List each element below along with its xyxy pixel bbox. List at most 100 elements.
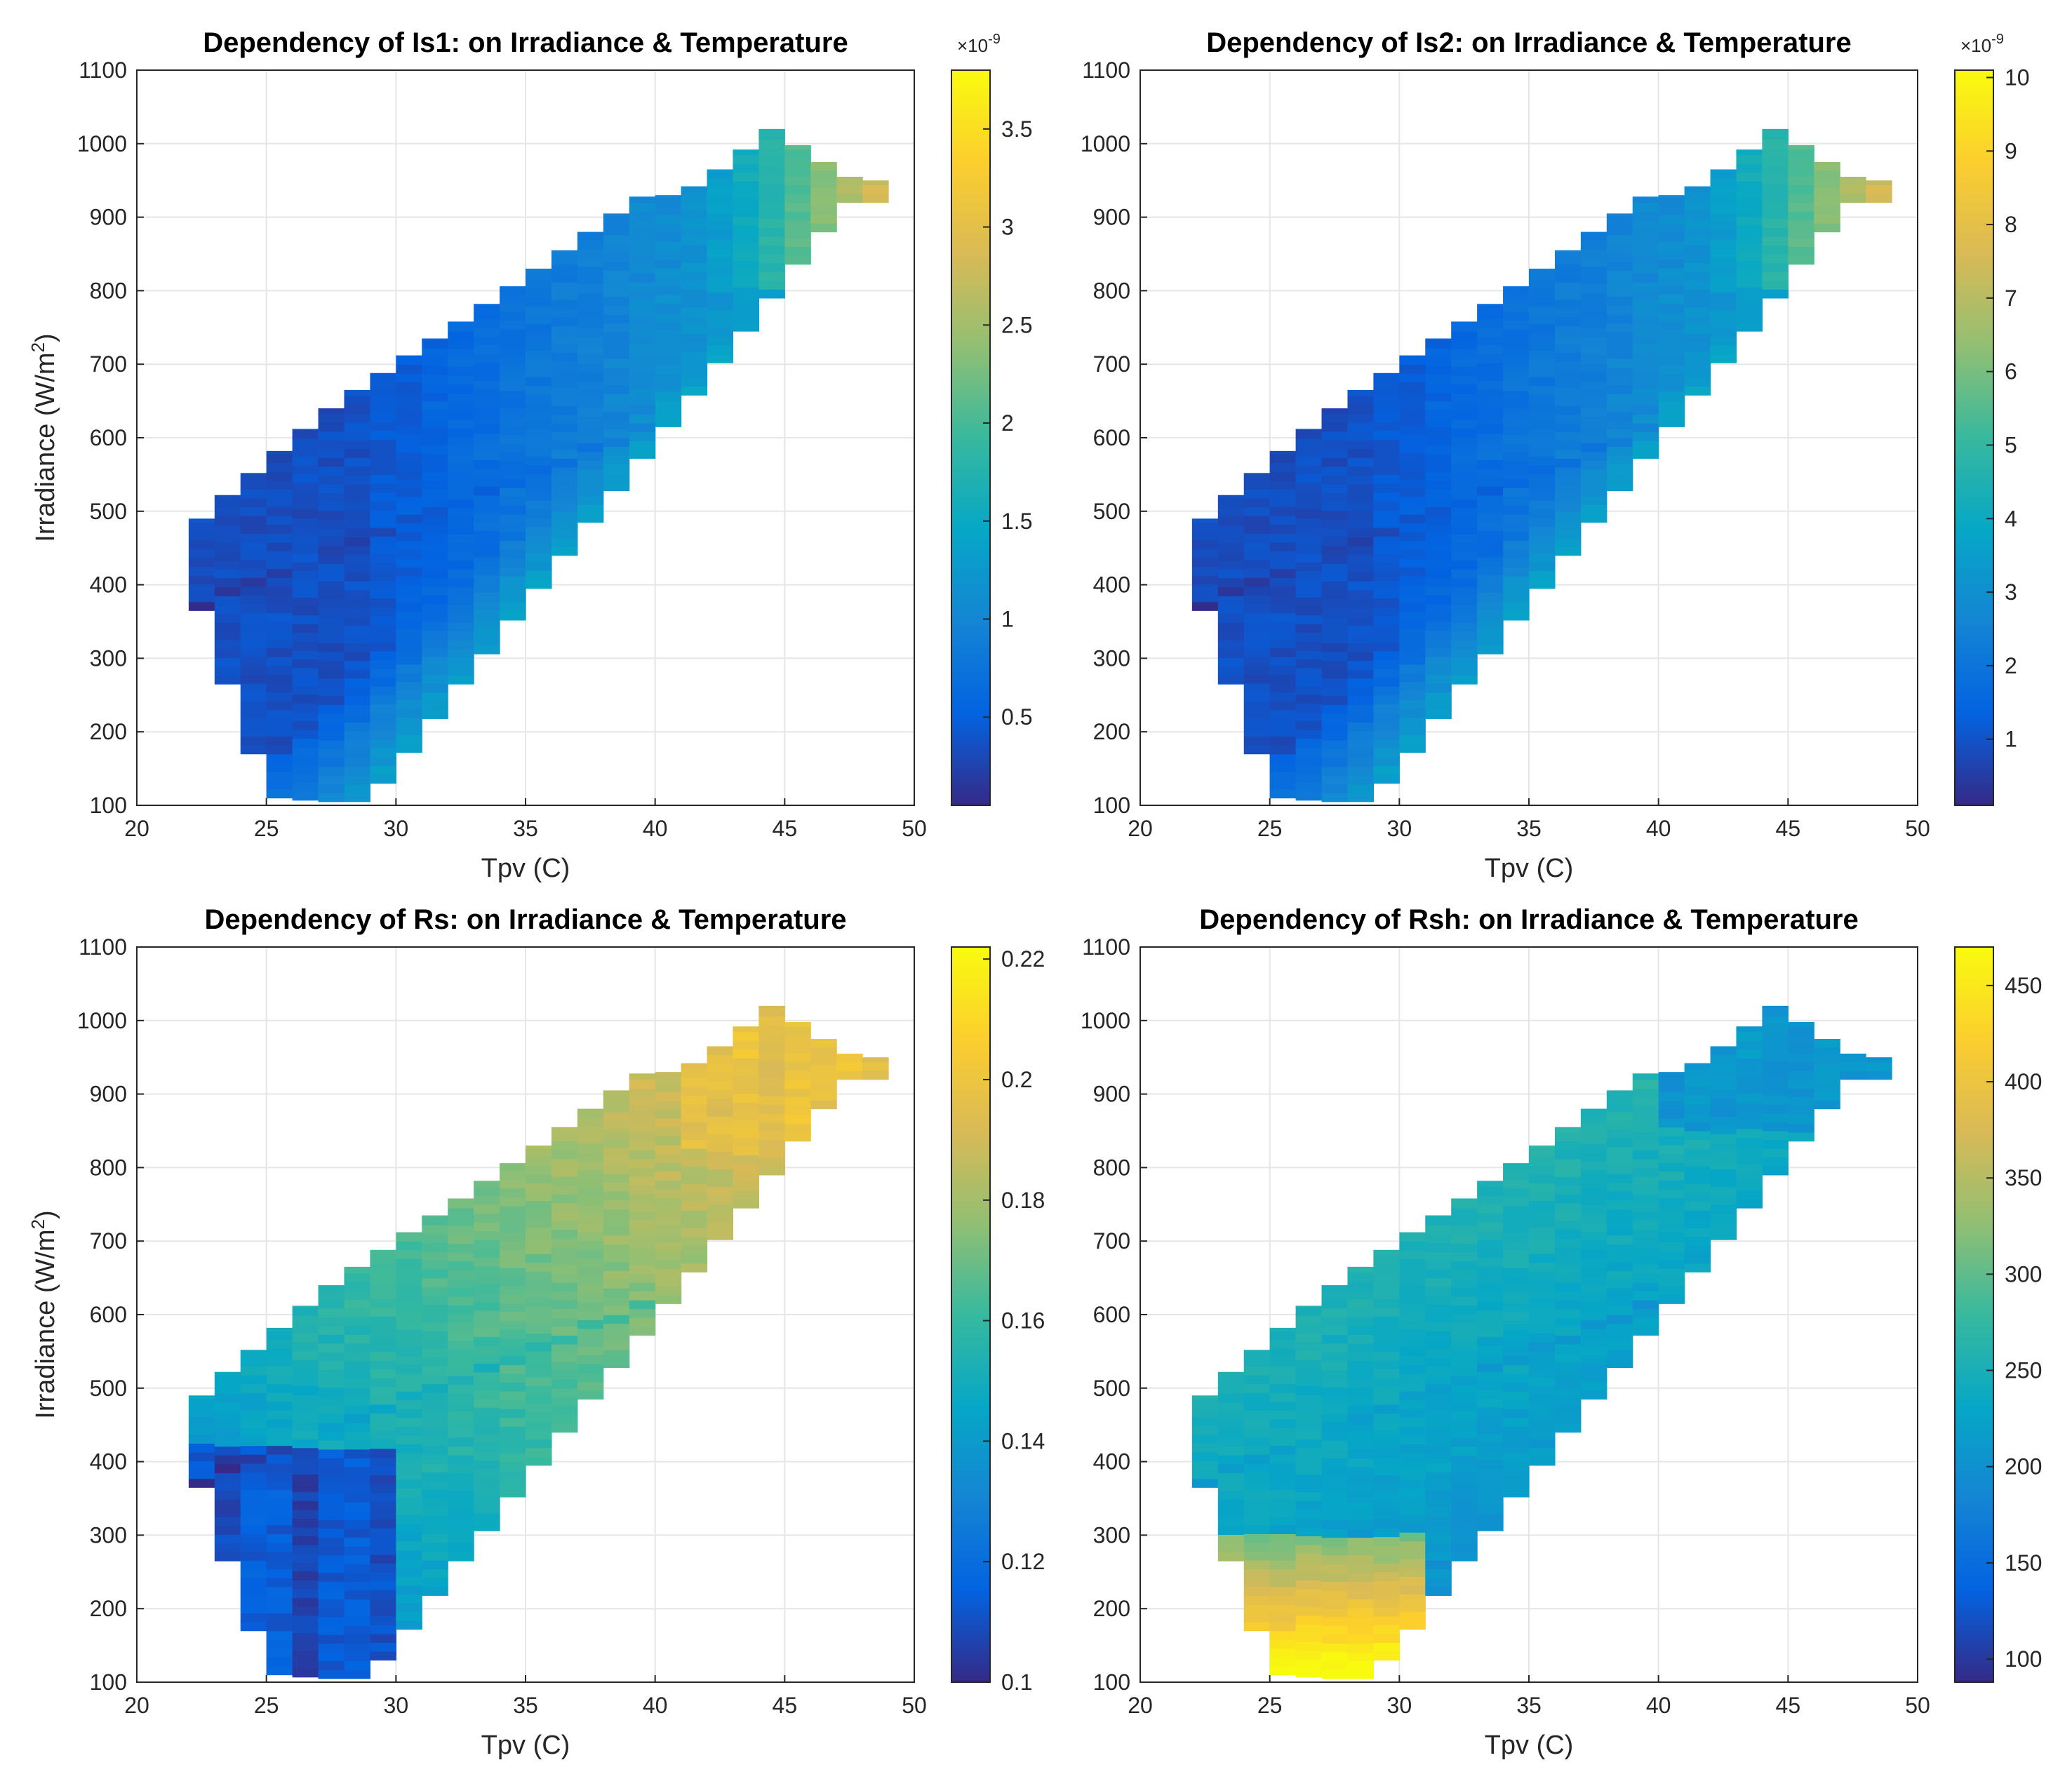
heatmap-cell — [1503, 1329, 1530, 1339]
heatmap-cell — [733, 1110, 759, 1120]
heatmap-cell — [240, 736, 267, 746]
heatmap-cell — [1580, 328, 1608, 338]
heatmap-cell — [422, 445, 448, 455]
heatmap-cell — [758, 1051, 785, 1061]
heatmap-cell — [292, 632, 319, 642]
heatmap-cell — [1762, 218, 1789, 228]
colorbar: 0.511.522.533.5×10-9 — [951, 32, 1032, 806]
heatmap-cell — [1243, 1392, 1271, 1402]
heatmap-cell — [1658, 286, 1685, 295]
heatmap-cell — [240, 1604, 267, 1614]
heatmap-cell — [1399, 1355, 1426, 1365]
heatmap-cell — [1684, 1077, 1711, 1087]
heatmap-cell — [655, 197, 682, 207]
heatmap-cell — [551, 1132, 578, 1142]
heatmap-cell — [1606, 1235, 1633, 1244]
heatmap-cell — [1373, 1351, 1400, 1361]
heatmap-cell — [422, 1428, 448, 1437]
heatmap-cell — [707, 1204, 734, 1214]
heatmap-cell — [1399, 364, 1426, 374]
heatmap-cell — [1451, 1305, 1478, 1315]
heatmap-cell — [526, 1227, 552, 1237]
heatmap-cell — [1295, 605, 1323, 616]
heatmap-cell — [1191, 1408, 1219, 1418]
heatmap-cell — [1269, 1392, 1297, 1402]
heatmap-cell — [266, 674, 293, 684]
heatmap-cell — [1554, 1256, 1582, 1265]
heatmap-cell — [396, 584, 422, 594]
heatmap-cell — [344, 1458, 370, 1468]
heatmap-cell — [1321, 793, 1349, 803]
heatmap-cell — [1269, 462, 1297, 472]
heatmap-cell — [1217, 542, 1245, 553]
heatmap-cell — [1399, 1540, 1426, 1550]
heatmap-cell — [784, 202, 811, 212]
heatmap-cell — [810, 1039, 837, 1048]
heatmap-cell — [240, 1418, 267, 1428]
heatmap-cell — [526, 1324, 552, 1334]
heatmap-cell — [1425, 1586, 1452, 1596]
heatmap-cell — [1632, 1229, 1659, 1239]
heatmap-cell — [292, 456, 319, 466]
heatmap-cell — [707, 1142, 734, 1152]
heatmap-cell — [603, 411, 630, 421]
heatmap-cell — [1606, 394, 1633, 403]
heatmap-cell — [344, 1266, 370, 1273]
heatmap-cell — [1606, 217, 1633, 227]
heatmap-cell — [551, 485, 578, 495]
heatmap-cell — [1632, 1158, 1659, 1168]
heatmap-cell — [707, 248, 734, 257]
heatmap-cell — [603, 1138, 630, 1148]
heatmap-cell — [1814, 187, 1840, 197]
heatmap-cell — [1736, 1102, 1763, 1112]
heatmap-cell — [318, 1581, 345, 1591]
y-tick-label: 1000 — [1081, 1008, 1130, 1033]
heatmap-cell — [240, 1533, 267, 1543]
heatmap-cell — [1347, 448, 1374, 458]
heatmap-cell — [396, 1602, 422, 1612]
heatmap-cell — [1217, 1463, 1245, 1473]
heatmap-cell — [577, 1179, 604, 1188]
heatmap-cell — [758, 1016, 785, 1026]
heatmap-cell — [474, 610, 500, 619]
heatmap-cell — [577, 1372, 604, 1382]
heatmap-cell — [1477, 1381, 1504, 1390]
heatmap-cell — [292, 570, 319, 580]
heatmap-cell — [1399, 743, 1426, 753]
heatmap-cell — [448, 1208, 474, 1218]
heatmap-cell — [1580, 443, 1608, 452]
heatmap-cell — [577, 1346, 604, 1356]
heatmap-cell — [1347, 1493, 1374, 1503]
heatmap-cell — [396, 488, 422, 497]
heatmap-cell — [1503, 1444, 1530, 1453]
heatmap-cell — [1606, 1111, 1633, 1121]
heatmap-cell — [344, 1414, 370, 1423]
heatmap-cell — [1347, 704, 1374, 714]
heatmap-cell — [1788, 255, 1814, 265]
heatmap-cell — [1269, 1533, 1297, 1543]
heatmap-cell — [1736, 278, 1763, 288]
heatmap-cell — [1632, 1114, 1659, 1124]
heatmap-cell — [733, 181, 759, 191]
heatmap-cell — [448, 1251, 474, 1262]
heatmap-cell — [1503, 355, 1530, 365]
heatmap-cell — [1425, 709, 1452, 719]
heatmap-cell — [292, 1571, 319, 1580]
heatmap-cell — [422, 595, 448, 605]
heatmap-cell — [1425, 1560, 1452, 1570]
heatmap-cell — [1243, 1454, 1271, 1464]
heatmap-cell — [1503, 1364, 1530, 1374]
heatmap-cell — [1606, 438, 1633, 448]
heatmap-cell — [1658, 1250, 1685, 1260]
heatmap-cell — [1347, 1281, 1374, 1291]
heatmap-cell — [422, 454, 448, 464]
heatmap-cell — [370, 712, 396, 723]
heatmap-cell — [1373, 527, 1400, 537]
heatmap-cell — [500, 1479, 526, 1489]
heatmap-cell — [1684, 280, 1711, 290]
heatmap-cell — [577, 319, 604, 329]
heatmap-cell — [266, 1542, 293, 1552]
heatmap-cell — [1373, 536, 1400, 546]
heatmap-cell — [1554, 528, 1582, 539]
